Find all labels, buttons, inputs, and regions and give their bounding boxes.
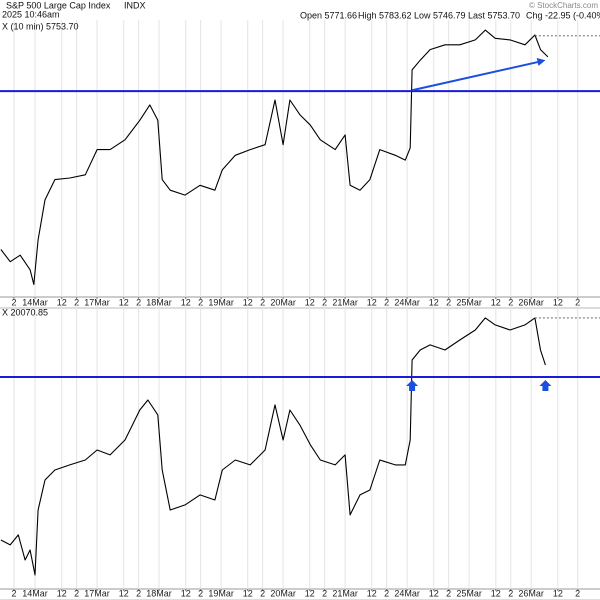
x-tick-label: 18Mar <box>146 297 172 307</box>
up-arrow <box>406 380 419 392</box>
x-tick-label: 2 <box>384 297 389 307</box>
x-tick-label: 24Mar <box>394 588 420 598</box>
x-tick-label: 2 <box>384 588 389 598</box>
x-tick-label: 12 <box>367 297 377 307</box>
x-tick-label: 12 <box>243 297 253 307</box>
x-tick-label: 12 <box>119 297 129 307</box>
x-tick-label: 2 <box>11 297 16 307</box>
x-tick-label: 2 <box>136 297 141 307</box>
x-tick-label: 12 <box>181 297 191 307</box>
quote-change: Chg -22.95 (-0.40%) <box>526 10 600 20</box>
x-tick-label: 2 <box>136 588 141 598</box>
x-tick-label: 12 <box>181 588 191 598</box>
x-tick-label: 2 <box>575 297 580 307</box>
x-tick-label: 2 <box>575 588 580 598</box>
x-tick-label: 19Mar <box>208 588 234 598</box>
x-tick-label: 12 <box>367 588 377 598</box>
x-tick-label: 12 <box>429 588 439 598</box>
x-tick-label: 17Mar <box>84 297 110 307</box>
x-tick-label: 12 <box>119 588 129 598</box>
x-tick-label: 2 <box>446 297 451 307</box>
x-tick-label: 12 <box>305 297 315 307</box>
timestamp: 2025 10:46am <box>2 9 60 19</box>
x-tick-label: 2 <box>446 588 451 598</box>
x-tick-label: 14Mar <box>22 297 48 307</box>
credit: © StockCharts.com <box>529 1 598 10</box>
x-tick-label: 2 <box>74 297 79 307</box>
x-tick-label: 2 <box>74 588 79 598</box>
quote-low: Low 5746.79 <box>414 10 466 20</box>
trend-arrow <box>411 60 540 92</box>
legend-label: X 20070.85 <box>2 307 48 317</box>
x-tick-label: 2 <box>322 297 327 307</box>
x-tick-label: 2 <box>11 588 16 598</box>
x-tick-label: 12 <box>57 297 67 307</box>
x-tick-label: 18Mar <box>146 588 172 598</box>
x-tick-label: 12 <box>243 588 253 598</box>
x-tick-label: 2 <box>508 297 513 307</box>
x-tick-label: 2 <box>198 297 203 307</box>
arrow-head <box>536 58 546 66</box>
chart-title: S&P 500 Large Cap Index <box>6 0 111 10</box>
x-tick-label: 24Mar <box>394 297 420 307</box>
price-line <box>0 29 549 285</box>
x-tick-label: 21Mar <box>332 297 358 307</box>
price-line <box>0 317 546 576</box>
x-tick-label: 26Mar <box>518 297 544 307</box>
x-tick-label: 26Mar <box>518 588 544 598</box>
x-tick-label: 25Mar <box>456 588 482 598</box>
x-tick-label: 12 <box>57 588 67 598</box>
up-arrow <box>539 380 552 392</box>
exchange: INDX <box>124 0 146 10</box>
quote-last: Last 5753.70 <box>468 10 520 20</box>
x-tick-label: 17Mar <box>84 588 110 598</box>
x-tick-label: 12 <box>429 297 439 307</box>
x-tick-label: 20Mar <box>270 297 296 307</box>
x-tick-label: 12 <box>491 297 501 307</box>
x-tick-label: 19Mar <box>208 297 234 307</box>
x-tick-label: 25Mar <box>456 297 482 307</box>
x-tick-label: 2 <box>322 588 327 598</box>
x-tick-label: 12 <box>491 588 501 598</box>
legend-label: X (10 min) 5753.70 <box>2 21 79 31</box>
x-tick-label: 12 <box>305 588 315 598</box>
x-tick-label: 14Mar <box>22 588 48 598</box>
x-tick-label: 2 <box>260 297 265 307</box>
quote-high: High 5783.62 <box>358 10 412 20</box>
x-tick-label: 2 <box>508 588 513 598</box>
x-tick-label: 12 <box>553 588 563 598</box>
x-tick-label: 2 <box>198 588 203 598</box>
x-tick-label: 20Mar <box>270 588 296 598</box>
quote-open: Open 5771.66 <box>300 10 357 20</box>
x-tick-label: 2 <box>260 588 265 598</box>
x-tick-label: 12 <box>553 297 563 307</box>
x-tick-label: 21Mar <box>332 588 358 598</box>
